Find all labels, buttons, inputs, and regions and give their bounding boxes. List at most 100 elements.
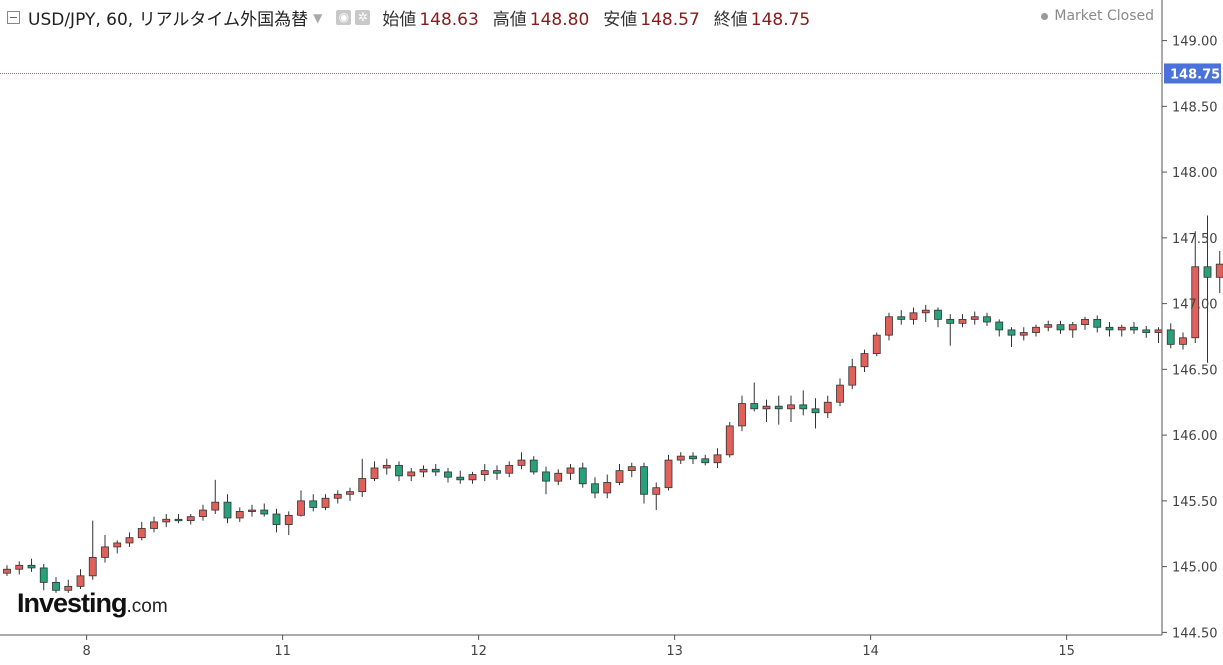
candle-17 (211, 479, 220, 515)
candle-body (333, 493, 342, 499)
candle-52 (640, 462, 648, 504)
candle-53 (652, 482, 661, 511)
x-tick-label: 12 (470, 644, 487, 659)
candle-66 (811, 398, 820, 429)
candle-24 (297, 490, 305, 517)
candle-body (480, 470, 489, 475)
candle-body (1056, 324, 1065, 331)
candle-body (150, 521, 158, 529)
candle-44 (542, 466, 550, 495)
candle-18 (223, 494, 232, 524)
chart-header: USD/JPY, 60, リアルタイム外国為替 ▼ ◉ ✲ 始値 148.63 高… (0, 0, 1160, 34)
candle-16 (199, 504, 207, 521)
candle-body (199, 509, 207, 518)
candle-48 (591, 477, 599, 499)
gear-icon[interactable]: ✲ (355, 9, 371, 25)
candle-body (970, 316, 979, 320)
candle-body (774, 405, 783, 410)
candle-68 (836, 378, 844, 407)
candle-body (811, 408, 820, 414)
candle-29 (358, 458, 367, 497)
candle-body (872, 334, 881, 354)
ohlc-readout: 始値 148.63 高値 148.80 安値 148.57 終値 148.75 (382, 5, 824, 30)
candle-94 (1154, 327, 1163, 344)
candle-body (223, 501, 232, 519)
candle-body (1093, 318, 1102, 328)
candle-body (542, 471, 550, 482)
candle-76 (934, 307, 942, 328)
eye-icon[interactable]: ◉ (336, 9, 352, 25)
y-tick-label: 145.50 (1172, 495, 1218, 510)
candle-8 (101, 535, 109, 563)
candle-20 (248, 504, 256, 517)
candle-86 (1056, 320, 1065, 334)
candle-93 (1142, 325, 1151, 338)
x-tick-label: 13 (666, 644, 683, 659)
candle-81 (995, 319, 1004, 337)
candle-12 (150, 516, 158, 533)
symbol-title[interactable]: USD/JPY, 60, リアルタイム外国為替 (28, 9, 309, 30)
candle-body (211, 501, 220, 511)
candle-body (1179, 337, 1187, 345)
candle-body (921, 309, 930, 314)
candle-body (554, 472, 563, 482)
candles-layer (3, 215, 1223, 593)
candle-body (897, 316, 906, 320)
candle-63 (774, 395, 783, 425)
x-tick-label: 15 (1058, 644, 1075, 659)
candle-98 (1203, 215, 1212, 363)
candle-body (713, 454, 722, 464)
candle-0 (3, 565, 11, 576)
candle-60 (738, 395, 746, 432)
ohlc-low-label: 安値 (603, 9, 638, 30)
candle-body (309, 500, 318, 508)
dropdown-caret-icon[interactable]: ▼ (313, 11, 323, 25)
candle-90 (1105, 322, 1114, 337)
candle-body (284, 514, 293, 525)
candle-body (664, 459, 673, 489)
candle-body (1007, 329, 1016, 336)
candle-body (1044, 324, 1053, 328)
candle-body (615, 470, 624, 483)
candle-58 (713, 448, 722, 468)
candle-73 (897, 310, 906, 325)
last-price-tag-bg (1164, 63, 1221, 84)
collapse-icon[interactable] (7, 10, 20, 24)
candle-74 (909, 307, 918, 325)
candle-body (125, 537, 134, 544)
candle-27 (333, 490, 342, 504)
candle-body (248, 509, 256, 512)
ohlc-open: 始値 148.63 (382, 5, 478, 30)
candle-body (983, 316, 991, 323)
candle-23 (284, 511, 293, 536)
candle-47 (578, 462, 587, 488)
y-tick-label: 146.00 (1172, 429, 1218, 444)
candle-body (260, 509, 269, 515)
candle-body (787, 404, 795, 410)
candle-40 (493, 465, 501, 480)
candle-body (235, 510, 244, 519)
candle-14 (174, 514, 183, 524)
status-dot-icon (1041, 12, 1049, 20)
logo-tld: .com (126, 596, 168, 617)
candle-64 (787, 395, 795, 422)
candle-body (64, 585, 73, 591)
candle-1 (15, 561, 24, 575)
candle-body (444, 471, 452, 478)
candle-body (529, 459, 538, 473)
candle-97 (1191, 231, 1200, 344)
candle-57 (701, 454, 710, 466)
candle-body (750, 403, 759, 410)
candle-56 (689, 452, 697, 465)
candle-body (909, 312, 918, 320)
investing-logo: Investing .com (17, 588, 168, 619)
candle-70 (860, 349, 869, 372)
candle-49 (603, 474, 612, 499)
ohlc-low: 安値 148.57 (603, 5, 699, 30)
candle-5 (64, 579, 73, 593)
candle-15 (186, 514, 195, 525)
candle-body (493, 470, 501, 474)
candle-body (272, 513, 281, 525)
